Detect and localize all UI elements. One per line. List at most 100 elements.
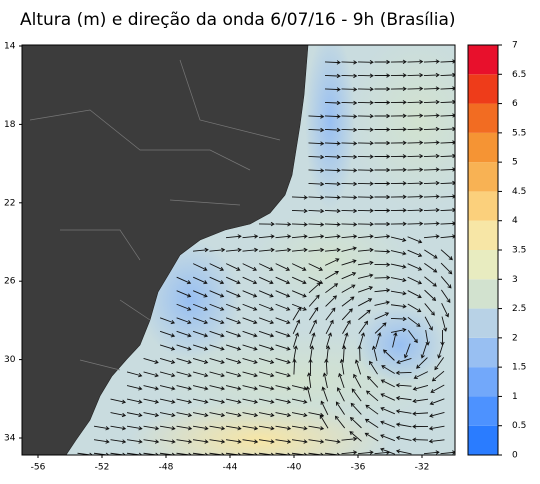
arrow <box>407 180 424 186</box>
arrow <box>424 262 438 273</box>
arrow <box>159 439 176 444</box>
arrow <box>424 316 433 331</box>
colorbar-cell <box>468 367 498 397</box>
arrow <box>440 450 455 455</box>
colorbar-label: 0.5 <box>512 421 526 431</box>
arrow <box>341 73 358 79</box>
arrow <box>437 343 444 359</box>
arrow <box>342 320 351 334</box>
arrow <box>341 100 358 106</box>
arrow <box>341 308 353 321</box>
arrow <box>341 181 358 187</box>
arrow <box>357 273 374 279</box>
arrow <box>420 343 428 359</box>
arrow <box>428 425 445 431</box>
lon-label: -56 <box>31 463 46 473</box>
arrow <box>225 247 242 253</box>
arrow <box>209 330 225 338</box>
arrow <box>440 221 455 226</box>
arrow <box>225 412 242 418</box>
arrow <box>341 154 358 160</box>
arrow <box>374 312 390 320</box>
arrow <box>193 263 208 271</box>
arrow <box>341 60 358 65</box>
lat-label: 30 <box>4 355 16 365</box>
arrow <box>159 371 176 378</box>
arrow <box>341 345 347 362</box>
arrow <box>291 247 308 253</box>
arrow <box>159 317 176 325</box>
arrow <box>110 439 127 444</box>
arrow <box>390 304 407 309</box>
arrow <box>291 425 308 431</box>
arrow <box>407 276 423 285</box>
arrow <box>305 386 312 402</box>
arrow <box>423 153 440 159</box>
lon-label: -40 <box>287 463 302 473</box>
arrow <box>176 371 192 378</box>
arrow <box>225 303 241 311</box>
arrow <box>192 425 209 431</box>
colorbar-cell <box>468 74 498 104</box>
colorbar-label: 5.5 <box>512 128 526 138</box>
arrow <box>309 306 319 321</box>
arrow <box>407 72 424 78</box>
arrow <box>374 288 391 293</box>
arrow <box>225 330 242 338</box>
arrow <box>143 412 160 418</box>
arrow <box>395 422 412 428</box>
colorbar-cell <box>468 45 498 75</box>
arrow <box>380 393 396 401</box>
arrow <box>242 439 259 444</box>
arrow <box>423 99 440 105</box>
lon-label: -44 <box>223 463 238 473</box>
arrow <box>308 234 325 239</box>
arrow <box>275 276 291 285</box>
arrow <box>390 290 407 296</box>
arrow <box>258 371 275 378</box>
arrow <box>392 331 398 348</box>
arrow <box>380 447 396 455</box>
arrow <box>293 345 298 362</box>
arrow <box>308 208 325 214</box>
arrow <box>275 425 292 431</box>
arrow <box>176 398 193 404</box>
arrow <box>350 402 362 415</box>
colorbar-cell <box>468 308 498 338</box>
colorbar-cell <box>468 103 498 133</box>
arrow <box>176 358 192 364</box>
arrow <box>390 236 407 243</box>
arrow <box>209 263 225 271</box>
arrow <box>291 290 307 298</box>
arrow <box>364 432 379 442</box>
arrow <box>308 439 325 444</box>
arrow <box>225 344 242 351</box>
arrow <box>357 60 374 65</box>
arrow <box>341 436 358 442</box>
colorbar-cell <box>468 425 498 455</box>
arrow <box>380 379 395 388</box>
lat-label: 22 <box>4 198 15 208</box>
arrow <box>225 398 242 404</box>
arrow <box>380 420 396 428</box>
arrow <box>390 86 407 91</box>
arrow <box>412 424 429 429</box>
arrow <box>407 290 422 299</box>
arrow <box>126 398 143 404</box>
arrow <box>324 208 341 214</box>
arrow <box>176 317 192 325</box>
arrow <box>242 344 258 351</box>
lon-label: -48 <box>159 463 174 473</box>
arrow <box>342 332 349 348</box>
lat-label: 14 <box>4 42 16 52</box>
arrow <box>440 113 455 118</box>
arrow <box>357 73 374 78</box>
arrow <box>242 358 258 364</box>
arrow <box>192 276 208 285</box>
arrow <box>308 114 325 119</box>
arrow <box>390 277 407 283</box>
arrow <box>390 250 407 256</box>
arrow <box>374 167 391 173</box>
arrow <box>334 415 346 429</box>
arrow <box>353 373 362 388</box>
